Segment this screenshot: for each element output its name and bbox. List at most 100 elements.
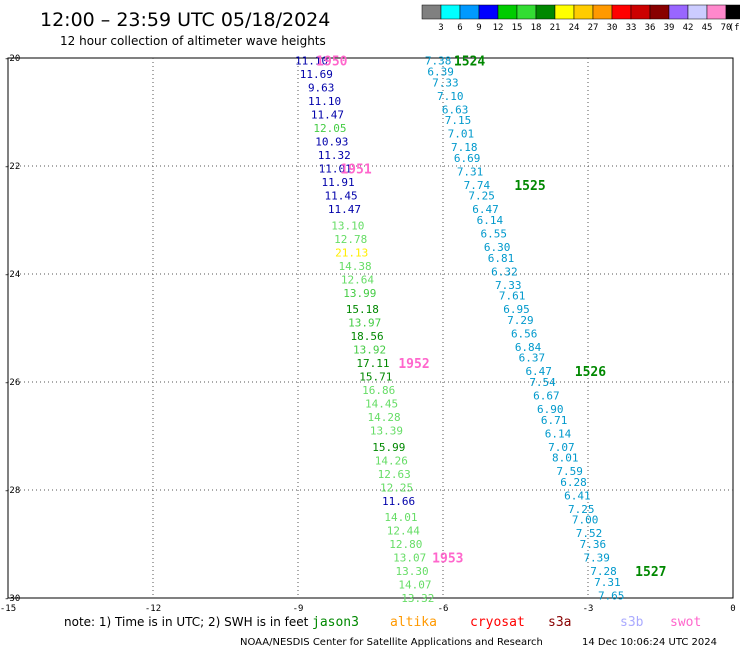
wave-height-point: 11.01 xyxy=(319,163,352,176)
wave-height-point: 18.56 xyxy=(351,330,384,343)
colorbar-swatch xyxy=(535,4,556,20)
wave-height-point: 6.56 xyxy=(511,327,538,340)
wave-height-point: 7.54 xyxy=(529,376,556,389)
wave-height-point: 14.38 xyxy=(338,260,371,273)
colorbar-label: 3 xyxy=(438,23,443,33)
wave-height-point: 13.92 xyxy=(353,344,386,357)
wave-height-point: 6.67 xyxy=(533,390,560,403)
y-tick-label: -28 xyxy=(4,486,20,496)
wave-height-point: 7.36 xyxy=(580,538,607,551)
track-time-label: 1951 xyxy=(340,163,371,178)
colorbar-label: 33 xyxy=(626,23,637,33)
wave-height-point: 7.31 xyxy=(457,165,484,178)
wave-height-point: 6.63 xyxy=(442,103,469,116)
wave-height-point: 6.71 xyxy=(541,414,568,427)
wave-height-point: 16.86 xyxy=(362,384,395,397)
footer-timestamp: 14 Dec 10:06:24 UTC 2024 xyxy=(582,637,717,648)
y-tick-label: -30 xyxy=(4,594,20,604)
x-tick-label: -9 xyxy=(293,604,304,614)
wave-height-point: 12.44 xyxy=(387,525,420,538)
wave-height-point: 7.25 xyxy=(468,190,495,203)
mission-legend-item: s3b xyxy=(620,615,644,630)
mission-legend-item: s3a xyxy=(548,615,571,630)
wave-height-point: 11.69 xyxy=(300,68,333,81)
colorbar-label: 70 xyxy=(721,23,732,33)
wave-height-point: 12.05 xyxy=(313,122,346,135)
wave-height-point: 15.18 xyxy=(346,303,379,316)
wave-height-point: 15.99 xyxy=(372,441,405,454)
track-time-label: 1525 xyxy=(514,179,545,194)
y-tick-label: -26 xyxy=(4,378,20,388)
wave-height-point: 14.07 xyxy=(398,579,431,592)
wave-height-point: 12.25 xyxy=(380,481,413,494)
track-time-label: 1953 xyxy=(432,552,463,567)
wave-height-point: 7.39 xyxy=(583,552,610,565)
colorbar-swatch xyxy=(440,4,461,20)
wave-height-point: 6.28 xyxy=(560,476,587,489)
wave-height-point: 11.45 xyxy=(324,190,357,203)
colorbar-label: 12 xyxy=(493,23,504,33)
colorbar-swatch xyxy=(668,4,689,20)
colorbar-label: 24 xyxy=(569,23,580,33)
wave-height-point: 7.00 xyxy=(572,514,599,527)
colorbar-label: 39 xyxy=(664,23,675,33)
wave-height-point: 12.63 xyxy=(378,468,411,481)
wave-height-point: 7.52 xyxy=(576,527,603,540)
colorbar-swatch xyxy=(706,4,727,20)
colorbar-swatch xyxy=(687,4,708,20)
wave-height-point: 12.64 xyxy=(341,273,374,286)
plot-frame xyxy=(7,57,734,599)
colorbar-label: 15 xyxy=(512,23,523,33)
mission-legend-item: swot xyxy=(670,615,701,630)
wave-height-point: 7.33 xyxy=(432,76,459,89)
wave-height-point: 14.01 xyxy=(384,511,417,524)
wave-height-point: 6.47 xyxy=(525,365,552,378)
wave-height-point: 7.18 xyxy=(451,141,478,154)
y-tick-label: -20 xyxy=(4,54,20,64)
wave-height-point: 7.01 xyxy=(448,128,475,141)
colorbar-label: 30 xyxy=(607,23,618,33)
colorbar-swatch xyxy=(573,4,594,20)
colorbar-swatch xyxy=(649,4,670,20)
x-tick-label: -12 xyxy=(145,604,161,614)
wave-height-point: 13.10 xyxy=(331,219,364,232)
colorbar-label: 42 xyxy=(683,23,694,33)
wave-height-point: 7.31 xyxy=(594,576,621,589)
wave-height-point: 14.45 xyxy=(365,398,398,411)
colorbar-swatch xyxy=(421,4,442,20)
wave-height-point: 7.29 xyxy=(507,314,534,327)
wave-height-point: 12.80 xyxy=(389,538,422,551)
mission-legend: jason3 altika cryosat s3a s3b swot xyxy=(312,615,701,630)
note-text: note: 1) Time is in UTC; 2) SWH is in fe… xyxy=(64,615,309,629)
wave-height-point: 6.39 xyxy=(427,66,454,79)
colorbar-swatch xyxy=(611,4,632,20)
colorbar-swatch xyxy=(459,4,480,20)
wave-height-point: 6.55 xyxy=(481,228,508,241)
wave-height-point: 12.78 xyxy=(334,233,367,246)
track-time-label: 1950 xyxy=(316,55,347,70)
wave-height-point: 11.47 xyxy=(311,109,344,122)
mission-legend-item: altika xyxy=(390,615,437,630)
footer-credit: NOAA/NESDIS Center for Satellite Applica… xyxy=(240,637,543,648)
wave-height-point: 6.14 xyxy=(477,214,504,227)
wave-height-point: 6.14 xyxy=(545,427,572,440)
wave-height-point: 13.32 xyxy=(401,592,434,605)
colorbar-swatch xyxy=(592,4,613,20)
wave-height-point: 11.10 xyxy=(308,95,341,108)
track-time-label: 1952 xyxy=(398,357,429,372)
x-tick-label: -6 xyxy=(438,604,449,614)
page-title: 12:00 – 23:59 UTC 05/18/2024 xyxy=(40,9,330,31)
wave-height-point: 17.11 xyxy=(356,357,389,370)
track-time-label: 1524 xyxy=(454,55,485,70)
wave-height-point: 7.59 xyxy=(556,465,583,478)
wave-height-point: 13.30 xyxy=(396,565,429,578)
wave-height-point: 6.90 xyxy=(537,403,564,416)
wave-height-point: 6.47 xyxy=(472,203,499,216)
wave-height-point: 21.13 xyxy=(335,246,368,259)
wave-height-point: 11.91 xyxy=(322,176,355,189)
wave-height-point: 15.71 xyxy=(359,371,392,384)
wave-height-point: 7.15 xyxy=(445,114,472,127)
wave-height-point: 13.97 xyxy=(348,317,381,330)
